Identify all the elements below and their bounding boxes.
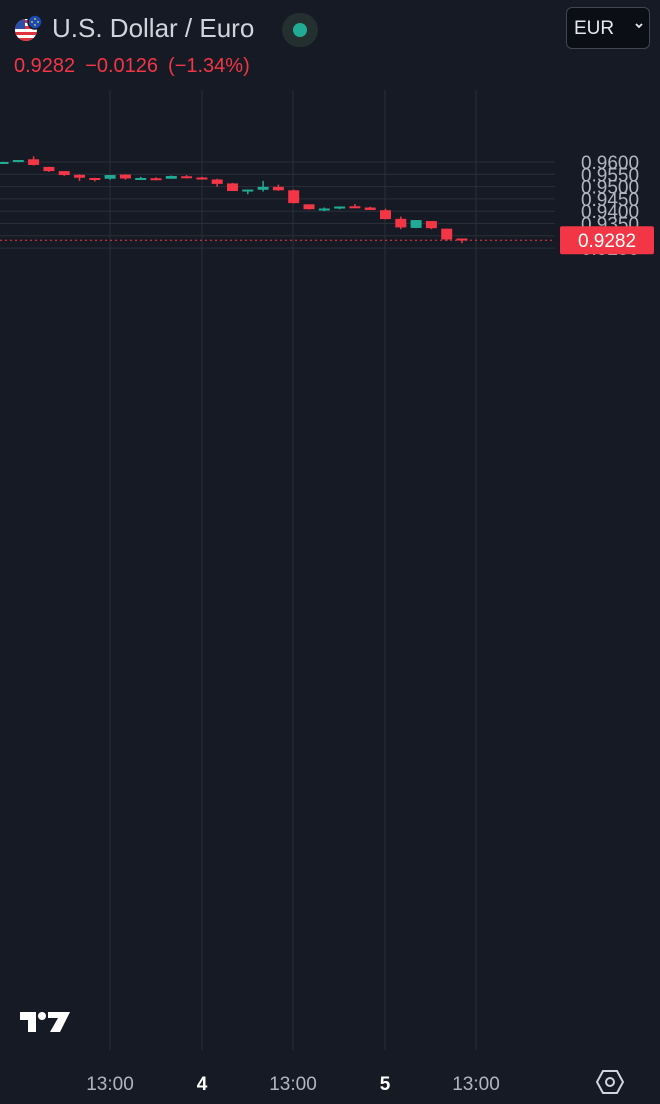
currency-select[interactable]: EUR [566, 7, 650, 49]
candle [303, 204, 315, 210]
quote-line: 0.9282 −0.0126 (−1.34%) [14, 55, 260, 78]
candle [0, 161, 9, 164]
candle-body [165, 176, 177, 179]
candle [58, 171, 70, 176]
candle-body [456, 238, 468, 241]
candle [150, 177, 162, 181]
currency-label: EUR [574, 18, 615, 39]
y-tick-label: 0.9600 [581, 153, 639, 174]
candle-body [181, 176, 193, 179]
candle [410, 220, 422, 229]
candle [242, 189, 254, 195]
x-tick-label: 5 [380, 1074, 391, 1095]
candle-body [380, 210, 391, 220]
candle-body [364, 207, 376, 210]
candle-body [104, 175, 116, 179]
candle-body [441, 228, 453, 240]
candle [257, 180, 269, 192]
candle [227, 182, 238, 192]
grid-lines [0, 90, 555, 1050]
price-change-percent: (−1.34%) [168, 55, 250, 77]
candle [181, 175, 193, 179]
price-change: −0.0126 [85, 55, 159, 77]
y-tick-label: 0.9550 [581, 165, 639, 186]
candle [425, 221, 437, 230]
candle-body [288, 190, 300, 204]
candle-body [425, 221, 437, 229]
candle [119, 174, 131, 180]
candle [380, 208, 391, 220]
candle-body [395, 218, 407, 228]
candle-body [410, 220, 422, 228]
candle [456, 238, 468, 244]
candle-body [119, 174, 131, 179]
candle [318, 207, 330, 212]
candle [395, 216, 407, 230]
candle-body [28, 159, 40, 165]
x-tick-label: 13:00 [269, 1074, 317, 1095]
candle [211, 178, 223, 187]
candle-body [318, 208, 330, 211]
candle [364, 206, 376, 210]
candle-body [12, 160, 24, 163]
candle-body [257, 186, 269, 190]
candle-body [0, 162, 9, 164]
candle [28, 156, 40, 166]
symbol-title[interactable]: U.S. Dollar / Euro [52, 13, 255, 43]
last-price: 0.9282 [14, 55, 76, 77]
candle-body [334, 206, 346, 209]
candle-body [89, 177, 101, 180]
candle-body [242, 189, 254, 192]
candle-body [150, 178, 162, 181]
candle-body [196, 177, 208, 180]
x-tick-label: 13:00 [452, 1074, 500, 1095]
candle [441, 228, 453, 241]
chart-header: U.S. Dollar / Euro EUR 0.9282 −0.0126 (−1.… [0, 0, 660, 90]
gear-hexagon-icon[interactable] [596, 1068, 624, 1096]
candle [288, 189, 300, 204]
candle-body [43, 166, 55, 172]
candle [104, 175, 116, 180]
candle-body [349, 206, 361, 209]
candle-body [303, 204, 315, 210]
candle [74, 174, 85, 181]
last-price-badge [560, 226, 654, 255]
x-tick-label: 13:00 [86, 1074, 134, 1095]
tradingview-logo [20, 1012, 70, 1032]
candle-body [74, 174, 85, 178]
last-price-badge-label: 0.9282 [578, 231, 636, 252]
chevron-down-icon [635, 23, 643, 29]
candle [12, 160, 24, 163]
candle [334, 206, 346, 210]
y-tick-label: 0.9500 [581, 178, 639, 199]
candle [196, 176, 208, 180]
x-tick-label: 4 [197, 1074, 208, 1095]
candles [0, 156, 468, 244]
candle [43, 166, 55, 172]
y-tick-label: 0.9450 [581, 190, 639, 211]
candle-body [272, 186, 284, 191]
candle [89, 177, 101, 182]
us-eu-flag-icon [15, 14, 42, 41]
axes: 0.96000.95500.95000.94500.94000.93500.93… [86, 153, 654, 1095]
candle [272, 184, 284, 191]
candle-body [135, 177, 147, 180]
market-status-indicator[interactable] [282, 13, 318, 47]
candle-body [211, 179, 223, 184]
candle [135, 176, 147, 180]
market-status-dot-icon [293, 23, 307, 37]
candle-body [58, 171, 70, 176]
candle [349, 204, 361, 209]
y-tick-label: 0.9400 [581, 202, 639, 223]
candle [165, 175, 177, 179]
candle-body [227, 183, 238, 192]
